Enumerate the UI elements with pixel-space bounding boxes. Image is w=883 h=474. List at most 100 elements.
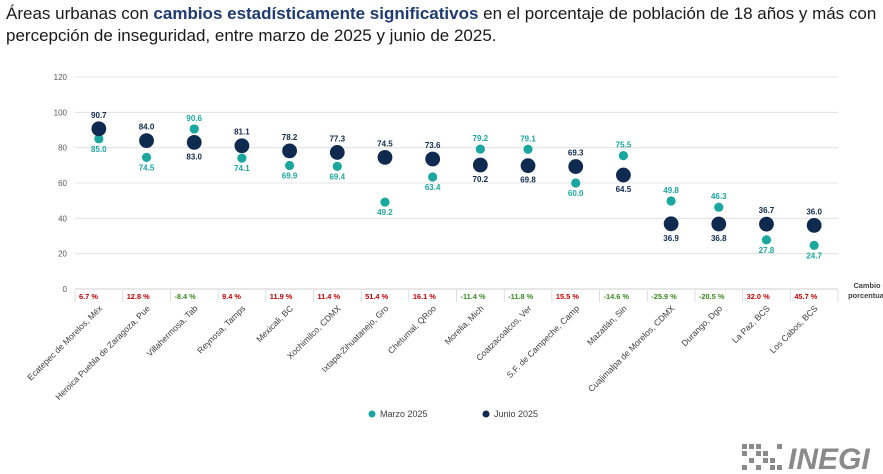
label-junio: 81.1: [234, 128, 250, 137]
point-junio: [139, 133, 154, 149]
logo-text: INEGI: [788, 443, 870, 474]
point-junio: [234, 138, 250, 154]
point-junio: [568, 159, 584, 174]
point-junio: [425, 151, 441, 167]
label-marzo: 49.2: [377, 208, 393, 217]
label-junio: 36.8: [711, 234, 727, 243]
change-label: 11.4 %: [317, 292, 340, 301]
label-junio: 36.0: [806, 207, 822, 216]
label-marzo: 90.6: [186, 114, 202, 123]
y-tick-label: 20: [58, 250, 67, 259]
y-tick-label: 40: [58, 214, 67, 223]
point-marzo: [714, 202, 724, 212]
point-marzo: [761, 235, 772, 245]
change-label: 9.4 %: [222, 292, 241, 301]
label-marzo: 85.0: [91, 145, 107, 154]
point-junio: [91, 121, 107, 137]
label-junio: 83.0: [186, 152, 202, 161]
label-marzo: 24.7: [806, 251, 822, 260]
y-tick-label: 100: [54, 108, 68, 117]
category-label: Villahermosa, Tab: [144, 303, 199, 358]
label-junio: 69.3: [568, 149, 584, 158]
point-junio: [520, 158, 536, 174]
label-junio: 84.0: [139, 123, 155, 132]
change-title-line1: Cambio: [853, 281, 881, 290]
point-marzo: [284, 160, 295, 171]
label-junio: 73.6: [425, 141, 441, 150]
point-junio: [759, 216, 774, 232]
point-marzo: [666, 196, 676, 206]
label-marzo: 75.5: [616, 141, 632, 150]
category-label: Durango, Dgo: [679, 303, 724, 348]
change-label: 12.8 %: [127, 292, 150, 301]
point-junio: [186, 134, 202, 150]
point-marzo: [809, 240, 819, 250]
change-label: -11.8 %: [508, 292, 533, 301]
y-tick-label: 120: [54, 73, 68, 82]
label-junio: 77.3: [329, 134, 345, 143]
label-junio: 70.2: [473, 175, 489, 184]
label-junio: 64.5: [616, 185, 632, 194]
category-label: Ecatepec de Morelos, Méx: [25, 303, 105, 383]
category-label: Mazatlán, Sin: [585, 303, 629, 347]
category-label: La Paz, BCS: [730, 303, 772, 345]
change-label: 6.7 %: [79, 292, 98, 301]
change-label: -8.4 %: [174, 292, 196, 301]
point-junio: [282, 143, 297, 159]
point-marzo: [523, 144, 533, 154]
change-label: -11.4 %: [461, 292, 486, 301]
category-label: Chetumal, QRoo: [386, 303, 438, 355]
label-junio: 36.7: [759, 206, 775, 215]
legend-label-marzo: Marzo 2025: [380, 409, 428, 419]
change-label: 11.9 %: [270, 292, 293, 301]
label-marzo: 49.8: [663, 186, 679, 195]
point-junio: [472, 157, 488, 173]
y-tick-label: 60: [58, 179, 67, 188]
change-title-line2: porcentual: [848, 291, 883, 300]
legend-label-junio: Junio 2025: [494, 409, 538, 419]
change-label: -25.9 %: [651, 292, 677, 301]
change-label: -14.6 %: [604, 292, 630, 301]
point-marzo: [94, 134, 104, 144]
category-label: Heroica Puebla de Zaragoza, Pue: [53, 303, 152, 402]
label-marzo: 27.8: [759, 246, 775, 255]
change-label: 51.4 %: [365, 292, 388, 301]
point-marzo: [475, 144, 485, 154]
category-label: Reynosa, Tamps: [195, 303, 247, 355]
chart-title: Áreas urbanas con cambios estadísticamen…: [6, 3, 881, 47]
change-label: 45.7 %: [794, 292, 817, 301]
point-junio: [663, 216, 679, 232]
point-marzo: [332, 161, 342, 171]
point-junio: [329, 145, 345, 160]
label-marzo: 63.4: [425, 183, 441, 192]
y-tick-label: 80: [58, 144, 67, 153]
point-marzo: [571, 178, 581, 188]
label-marzo: 69.4: [329, 172, 345, 181]
point-junio: [377, 149, 393, 165]
title-suffix: en el porcentaje de población de 18 años…: [6, 4, 877, 45]
label-junio: 74.5: [377, 139, 393, 148]
point-junio: [806, 218, 822, 233]
change-label: -20.5 %: [699, 292, 725, 301]
point-marzo: [618, 151, 629, 161]
point-junio: [711, 216, 727, 232]
legend-marker-junio: [482, 410, 490, 418]
inegi-logo: INEGI: [742, 443, 870, 474]
legend-marker-marzo: [368, 410, 376, 418]
change-label: 32.0 %: [747, 292, 770, 301]
label-marzo: 79.1: [520, 134, 536, 143]
category-label: Los Cabos, BCS: [768, 303, 820, 355]
label-marzo: 74.5: [139, 163, 155, 172]
label-junio: 36.9: [663, 234, 679, 243]
label-junio: 78.2: [282, 133, 298, 142]
title-highlight: cambios estadísticamente significativos: [153, 4, 479, 23]
label-marzo: 74.1: [234, 164, 250, 173]
title-prefix: Áreas urbanas con: [6, 4, 154, 23]
label-marzo: 79.2: [473, 134, 489, 143]
label-marzo: 60.0: [568, 189, 584, 198]
change-label: 16.1 %: [413, 292, 436, 301]
point-junio: [616, 167, 631, 183]
point-marzo: [141, 152, 152, 162]
point-marzo: [189, 124, 199, 134]
